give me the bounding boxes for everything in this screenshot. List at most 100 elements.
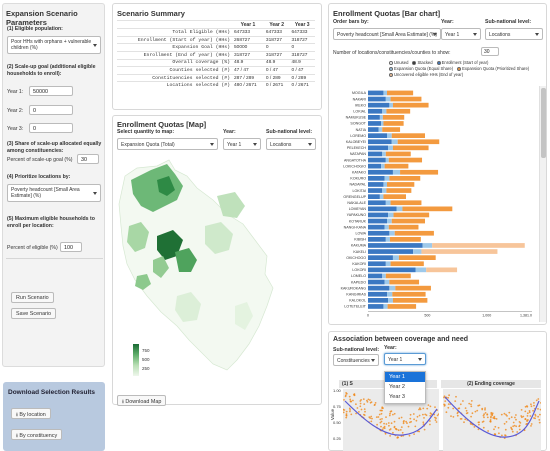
bar-year-value: Year 1 xyxy=(445,32,460,38)
num-input[interactable]: 30 xyxy=(481,47,499,56)
scatter-point xyxy=(366,399,368,402)
download-by-location-button[interactable]: ⭳ By location xyxy=(11,408,51,419)
year-option-2[interactable]: Year 2 xyxy=(389,384,405,390)
download-by-constituency-button[interactable]: ⭳ By constituency xyxy=(11,429,63,440)
bar-segment xyxy=(392,169,401,175)
max-percent-input[interactable]: 100 xyxy=(60,242,82,252)
legend-swatch xyxy=(412,60,417,65)
bar-level-select[interactable]: Locations xyxy=(485,28,543,40)
bar-segment xyxy=(387,291,393,297)
download-icon: ⭳ xyxy=(122,399,124,405)
year-option-3[interactable]: Year 3 xyxy=(389,394,405,400)
summary-row-label: Enrollment (End of year) (HHs) xyxy=(117,50,232,60)
bar-segment xyxy=(389,285,396,291)
bar-segment xyxy=(368,108,383,114)
scatter-point xyxy=(380,425,382,428)
bar-segment xyxy=(390,96,422,102)
bar-segment xyxy=(383,121,404,126)
bar-segment xyxy=(368,188,383,193)
map-region-northwest xyxy=(157,176,175,196)
scatter-point xyxy=(422,407,425,410)
assoc-year-label: Year: xyxy=(384,345,397,351)
scatter-point xyxy=(389,412,391,415)
bar-segment xyxy=(384,224,389,230)
year-dropdown-menu[interactable]: Year 1 Year 2 Year 3 xyxy=(384,371,426,404)
scatter-point xyxy=(380,420,383,423)
map-year-select[interactable]: Year 1 xyxy=(223,138,261,150)
scatter-point xyxy=(370,415,373,418)
bar-category-label: SONGOT xyxy=(350,122,366,126)
year-option-1[interactable]: Year 1 xyxy=(385,372,425,382)
bar-segment xyxy=(368,182,384,187)
order-select[interactable]: Poverty headcount [Small Area Estimate] … xyxy=(333,28,441,40)
bar-segment xyxy=(368,237,386,242)
scatter-point xyxy=(364,410,366,413)
scatter-point xyxy=(363,408,366,410)
scatter-point xyxy=(504,434,507,437)
summary-row: Total Eligible (HHs) 647333 647333 647333 xyxy=(117,28,315,37)
scatter-point xyxy=(383,422,385,425)
map-level-select[interactable]: Locations xyxy=(266,138,316,150)
scatter-point xyxy=(395,428,398,431)
year2-input[interactable]: 0 xyxy=(29,105,73,115)
legend-swatch xyxy=(389,72,393,77)
bar-segment xyxy=(389,176,421,181)
bar-segment xyxy=(388,298,393,303)
bar-segment xyxy=(368,151,383,157)
eligible-population-select[interactable]: Poor HHs with orphans + vulnerable child… xyxy=(7,36,101,54)
download-map-button[interactable]: ⭳ Download Map xyxy=(117,395,167,406)
scatter-point xyxy=(489,419,492,421)
assoc-year-select[interactable]: Year 1 xyxy=(384,353,426,365)
scatter-point xyxy=(359,402,362,405)
scatter-point xyxy=(406,422,408,424)
scatter-point xyxy=(393,412,396,415)
scatter-point xyxy=(369,399,371,401)
year1-input[interactable]: 50000 xyxy=(29,86,73,96)
scatter-point xyxy=(385,416,387,418)
assoc-year-value: Year 1 xyxy=(388,357,403,363)
bar-segment xyxy=(368,279,385,285)
scatter-point xyxy=(510,416,513,419)
bar-category-label: LOKIAL xyxy=(353,110,366,114)
assoc-level-select[interactable]: Constituencies xyxy=(333,354,379,366)
scroll-thumb[interactable] xyxy=(541,88,546,158)
scatter-point xyxy=(487,430,489,432)
scatter-point xyxy=(477,428,480,431)
bar-year-select[interactable]: Year 1 xyxy=(441,28,481,40)
chevron-down-icon xyxy=(308,143,312,146)
prioritize-select[interactable]: Poverty headcount [Small Area Estimate] … xyxy=(7,184,101,202)
scatter-point xyxy=(465,409,468,412)
percent-input[interactable]: 30 xyxy=(77,154,99,164)
scatter-point xyxy=(418,408,420,411)
run-scenario-button[interactable]: Run Scenario xyxy=(11,292,54,303)
scatter-point xyxy=(492,417,495,419)
download-map-label: Download Map xyxy=(125,399,162,405)
bar-segment xyxy=(385,200,391,206)
chevron-down-icon xyxy=(253,143,257,146)
choropleth-map[interactable] xyxy=(117,156,287,381)
scatter-point xyxy=(486,416,489,419)
legend-swatch xyxy=(436,60,441,65)
scatter-point xyxy=(379,421,382,424)
bar-chart-scrollbar[interactable] xyxy=(539,86,546,322)
assoc-level-value: Constituencies xyxy=(337,358,370,364)
stacked-bar-chart: MOGILA NAKARI IKEKO LOKIAL NAMUKUSE SONGOT NAT… xyxy=(341,90,532,318)
bar-segment xyxy=(426,267,458,273)
bar-segment xyxy=(368,139,392,145)
quantity-select[interactable]: Expansion Quota (Total) xyxy=(117,138,218,150)
scatter-point xyxy=(459,418,462,420)
bar-segment xyxy=(387,218,392,224)
bar-segment xyxy=(368,145,389,151)
legend-item: Uncovered eligible HHs (End of year) xyxy=(389,72,463,78)
scatter-point xyxy=(470,405,473,408)
scatter-point xyxy=(526,405,529,408)
scatter-point xyxy=(484,407,486,409)
scatter-point xyxy=(399,429,402,431)
bar-segment xyxy=(385,157,389,163)
bar-segment xyxy=(383,304,388,309)
bar-segment xyxy=(368,163,382,169)
save-scenario-button[interactable]: Save Scenario xyxy=(11,308,57,319)
year3-input[interactable]: 0 xyxy=(29,123,73,133)
summary-cell: 287 / 289 xyxy=(232,73,264,82)
summary-cell: 50000 xyxy=(232,43,264,52)
